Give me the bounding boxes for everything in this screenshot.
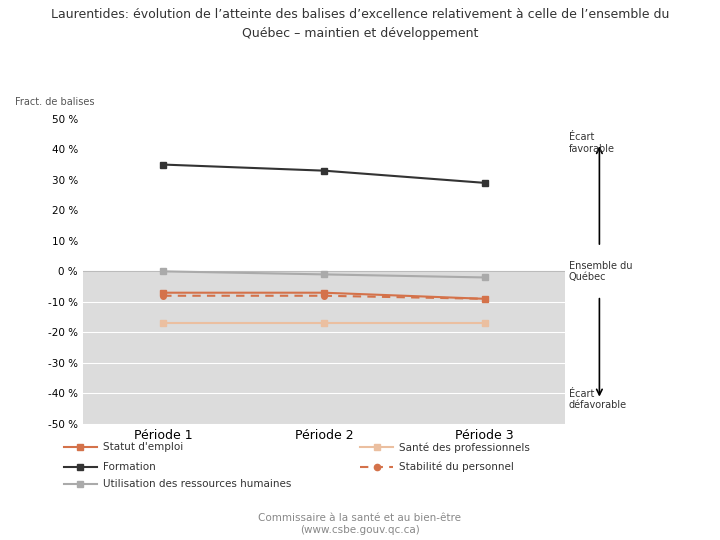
Text: Fract. de balises: Fract. de balises bbox=[15, 97, 95, 106]
Text: Écart
favorable: Écart favorable bbox=[569, 132, 615, 154]
Text: Formation: Formation bbox=[103, 462, 156, 472]
Text: Commissaire à la santé et au bien-être
(www.csbe.gouv.qc.ca): Commissaire à la santé et au bien-être (… bbox=[258, 513, 462, 535]
Text: Statut d'emploi: Statut d'emploi bbox=[103, 442, 183, 453]
Text: Laurentides: évolution de l’atteinte des balises d’excellence relativement à cel: Laurentides: évolution de l’atteinte des… bbox=[51, 8, 669, 21]
Text: Stabilité du personnel: Stabilité du personnel bbox=[400, 462, 514, 472]
Text: Ensemble du
Québec: Ensemble du Québec bbox=[569, 261, 632, 282]
Text: Utilisation des ressources humaines: Utilisation des ressources humaines bbox=[103, 479, 292, 489]
Text: Québec – maintien et développement: Québec – maintien et développement bbox=[242, 27, 478, 40]
Text: Écart
défavorable: Écart défavorable bbox=[569, 389, 627, 410]
Bar bbox=[83, 271, 565, 424]
Text: Santé des professionnels: Santé des professionnels bbox=[400, 442, 530, 453]
